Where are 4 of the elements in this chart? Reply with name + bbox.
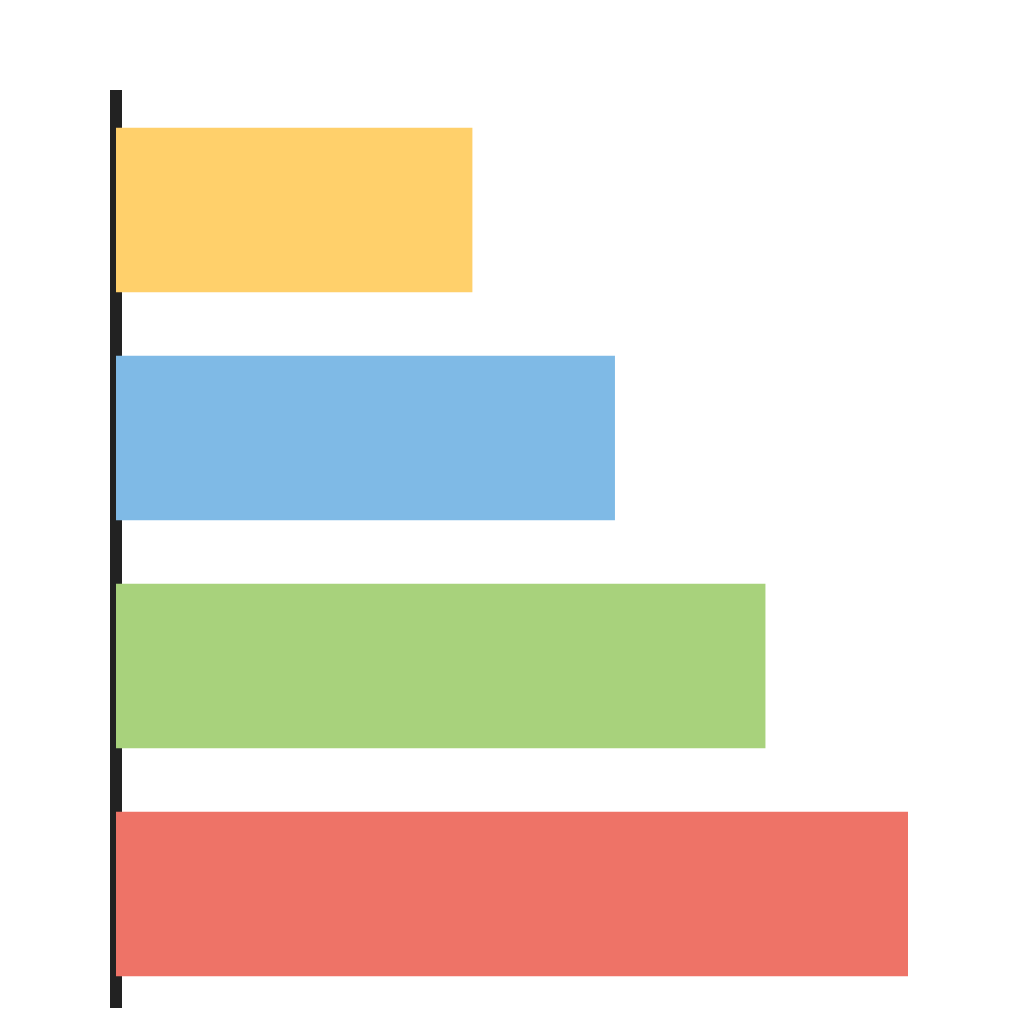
bar [116,127,473,293]
bar [116,811,908,977]
bar [116,583,766,749]
bar [116,355,615,521]
